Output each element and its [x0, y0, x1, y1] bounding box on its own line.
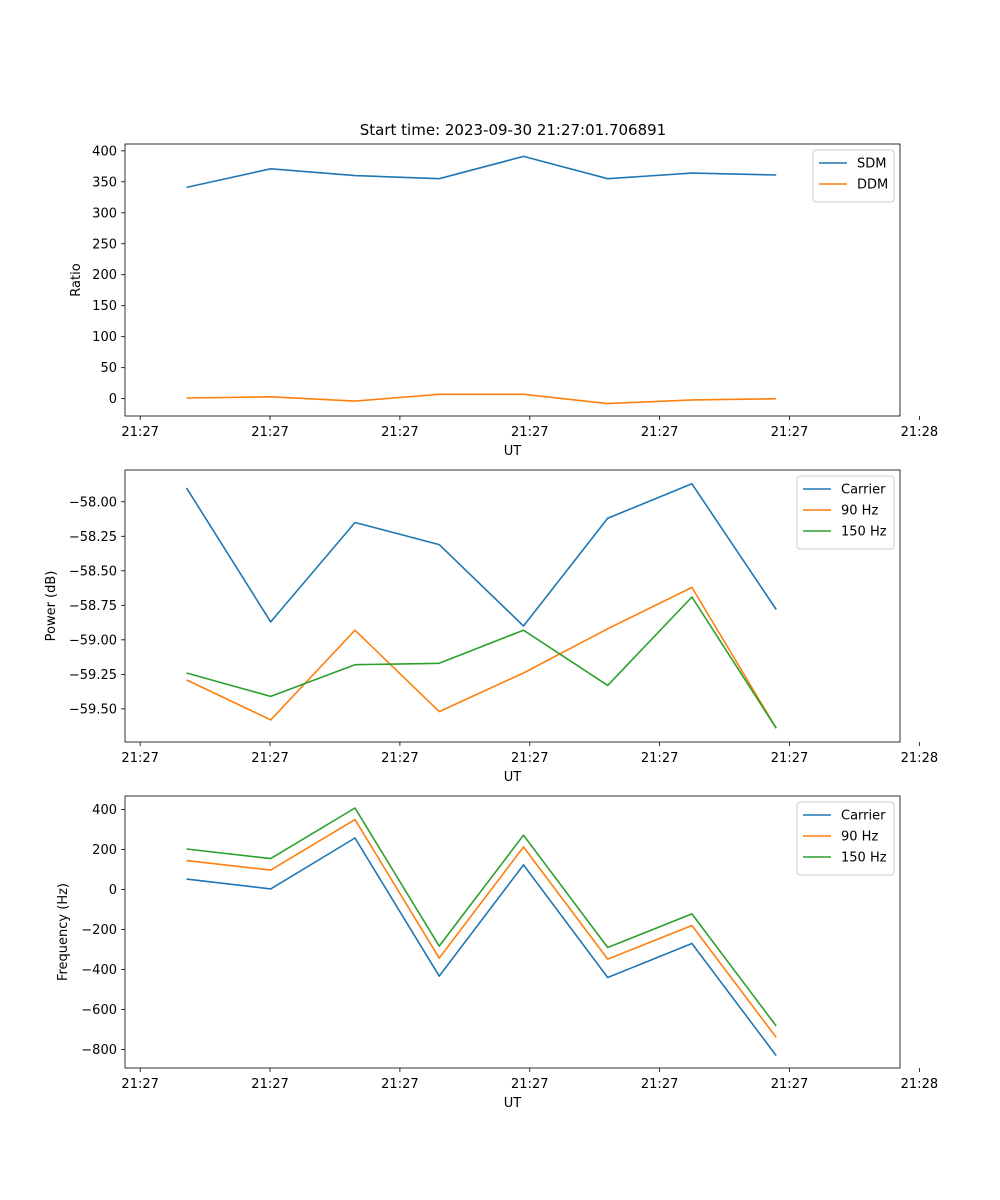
axes-frame: [124, 795, 901, 1069]
legend: SDM DDM: [812, 149, 895, 203]
x-tick-label: 21:27: [251, 425, 288, 440]
y-tick-label: −58.75: [69, 599, 117, 614]
series-line-sdm: [186, 155, 777, 189]
x-tick-label: 21:27: [511, 1077, 548, 1092]
y-tick-label: 150: [92, 299, 117, 314]
series-line-carrier: [186, 837, 777, 1057]
x-tick-label: 21:27: [121, 751, 158, 766]
chart-title: Start time: 2023-09-30 21:27:01.706891: [360, 121, 666, 139]
x-tick-label: 21:27: [771, 1077, 808, 1092]
y-tick-label: −59.00: [69, 633, 117, 648]
series-line-ddm: [186, 393, 777, 405]
x-tick-label: 21:27: [381, 1077, 418, 1092]
y-tick-label: −200: [81, 923, 117, 938]
axes-frame: [124, 143, 901, 417]
y-tick-label: 0: [109, 392, 117, 407]
y-tick-label: 400: [92, 803, 117, 818]
panel-1: 21:27 21:27 21:27 21:27 21:27 21:27 21:28 UT 0 50…: [69, 143, 938, 459]
series-line-90-hz: [186, 586, 777, 729]
x-tick-label: 21:27: [251, 751, 288, 766]
legend-label: DDM: [857, 178, 888, 193]
legend: Carrier 90 Hz 150 Hz: [796, 475, 895, 550]
y-tick-label: −59.25: [69, 668, 117, 683]
y-tick-label: −58.50: [69, 564, 117, 579]
legend-label: 150 Hz: [841, 851, 887, 866]
y-tick-label: −800: [81, 1043, 117, 1058]
x-tick-label: 21:28: [901, 1077, 938, 1092]
x-tick-label: 21:27: [381, 751, 418, 766]
series-line-carrier: [185, 482, 777, 627]
legend-label: Carrier: [841, 809, 886, 824]
y-tick-label: −58.25: [69, 530, 117, 545]
panels: 21:27 21:27 21:27 21:27 21:27 21:27 21:28 UT 0 50…: [44, 143, 938, 1111]
x-tick-label: 21:27: [511, 425, 548, 440]
x-tick-label: 21:28: [901, 751, 938, 766]
x-tick-label: 21:28: [901, 425, 938, 440]
y-tick-label: 250: [92, 237, 117, 252]
x-tick-label: 21:27: [251, 1077, 288, 1092]
y-axis-label: Ratio: [69, 263, 84, 296]
legend-label: 90 Hz: [841, 504, 878, 519]
x-tick-label: 21:27: [121, 1077, 158, 1092]
y-tick-label: 100: [92, 330, 117, 345]
x-tick-label: 21:27: [511, 751, 548, 766]
y-tick-label: 200: [92, 268, 117, 283]
legend-label: Carrier: [841, 483, 886, 498]
x-axis-label: UT: [504, 770, 522, 785]
legend: Carrier 90 Hz 150 Hz: [796, 801, 895, 876]
y-tick-label: 400: [92, 144, 117, 159]
legend-label: 90 Hz: [841, 830, 878, 845]
x-axis-label: UT: [504, 1096, 522, 1111]
axes-frame: [124, 469, 901, 743]
legend-label: 150 Hz: [841, 525, 887, 540]
y-tick-label: −400: [81, 963, 117, 978]
x-tick-label: 21:27: [641, 425, 678, 440]
x-tick-label: 21:27: [641, 751, 678, 766]
series-line-90-hz: [186, 818, 777, 1038]
series-line-150-hz: [186, 807, 777, 1027]
y-tick-label: 200: [92, 843, 117, 858]
x-axis-label: UT: [504, 444, 522, 459]
legend-label: SDM: [857, 157, 886, 172]
y-tick-label: 0: [109, 883, 117, 898]
panel-3: 21:27 21:27 21:27 21:27 21:27 21:27 21:28 UT −80…: [56, 795, 938, 1111]
x-tick-label: 21:27: [381, 425, 418, 440]
y-tick-label: 350: [92, 175, 117, 190]
y-tick-label: 300: [92, 206, 117, 221]
series-line-150-hz: [186, 596, 777, 729]
panel-2: 21:27 21:27 21:27 21:27 21:27 21:27 21:28 UT −59…: [44, 469, 938, 785]
y-axis-label: Frequency (Hz): [56, 883, 71, 981]
y-tick-label: 50: [100, 361, 117, 376]
y-tick-label: −600: [81, 1003, 117, 1018]
x-tick-label: 21:27: [121, 425, 158, 440]
y-tick-label: −59.50: [69, 702, 117, 717]
x-tick-label: 21:27: [641, 1077, 678, 1092]
x-tick-label: 21:27: [771, 425, 808, 440]
y-tick-label: −58.00: [69, 495, 117, 510]
x-tick-label: 21:27: [771, 751, 808, 766]
y-axis-label: Power (dB): [44, 571, 59, 642]
